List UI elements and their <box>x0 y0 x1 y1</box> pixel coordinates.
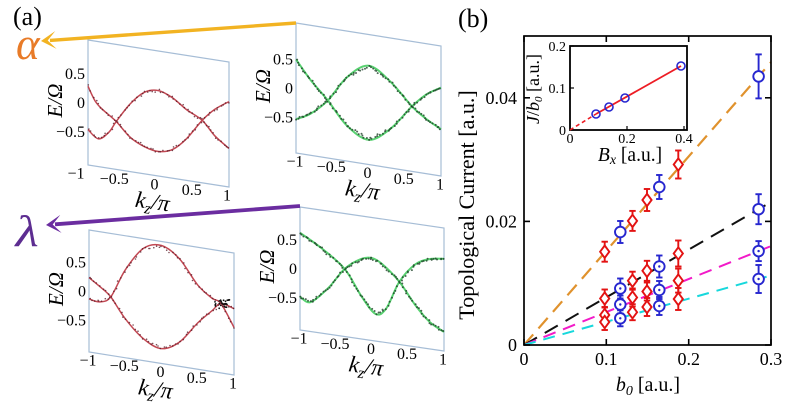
svg-text:0.04: 0.04 <box>486 88 518 108</box>
svg-text:0.5: 0.5 <box>187 370 207 387</box>
svg-text:0.2: 0.2 <box>677 349 700 369</box>
svg-text:1: 1 <box>439 352 447 369</box>
svg-text:E/Ω: E/Ω <box>43 84 67 119</box>
svg-text:0: 0 <box>285 81 293 98</box>
svg-text:b0 [a.u.]: b0 [a.u.] <box>616 374 680 399</box>
svg-text:(b): (b) <box>458 4 488 33</box>
svg-text:1: 1 <box>229 376 237 393</box>
svg-text:0.2: 0.2 <box>618 132 636 147</box>
svg-text:λ: λ <box>13 207 38 256</box>
svg-text:0: 0 <box>559 124 566 139</box>
svg-text:0.5: 0.5 <box>182 182 202 199</box>
svg-text:J/b0 [a.u.]: J/b0 [a.u.] <box>523 54 545 124</box>
svg-text:−1: −1 <box>79 353 96 370</box>
svg-text:0: 0 <box>77 95 85 112</box>
svg-text:−1: −1 <box>67 166 84 183</box>
svg-text:E/Ω: E/Ω <box>255 250 279 285</box>
svg-text:1: 1 <box>223 188 231 205</box>
svg-text:−0.5: −0.5 <box>320 336 349 353</box>
svg-text:0.2: 0.2 <box>549 40 567 55</box>
svg-text:−0.5: −0.5 <box>57 313 86 330</box>
svg-text:−0.5: −0.5 <box>264 110 293 127</box>
svg-text:0: 0 <box>567 132 574 147</box>
svg-text:0.1: 0.1 <box>549 82 567 97</box>
svg-text:−0.5: −0.5 <box>100 171 129 188</box>
svg-text:E/Ω: E/Ω <box>44 272 68 307</box>
svg-text:0: 0 <box>367 341 375 358</box>
svg-text:0.1: 0.1 <box>595 349 618 369</box>
svg-text:0: 0 <box>151 177 159 194</box>
svg-text:0.5: 0.5 <box>277 232 297 249</box>
svg-text:−1: −1 <box>290 331 307 348</box>
svg-text:−0.5: −0.5 <box>56 124 85 141</box>
svg-text:Topological Current [a.u.]: Topological Current [a.u.] <box>454 90 479 319</box>
svg-text:−0.5: −0.5 <box>268 290 297 307</box>
svg-text:0: 0 <box>78 284 86 301</box>
svg-text:−0.5: −0.5 <box>110 358 139 375</box>
svg-text:Bx [a.u.]: Bx [a.u.] <box>598 145 662 168</box>
svg-text:α: α <box>16 19 41 69</box>
svg-text:0.5: 0.5 <box>397 346 417 363</box>
svg-text:0.02: 0.02 <box>486 211 518 231</box>
svg-text:0: 0 <box>157 364 165 381</box>
svg-text:−1: −1 <box>286 154 303 171</box>
svg-text:(a): (a) <box>13 2 42 31</box>
svg-text:0.4: 0.4 <box>675 132 693 147</box>
svg-text:0: 0 <box>508 335 517 355</box>
svg-text:0: 0 <box>520 349 529 369</box>
svg-text:0: 0 <box>364 165 372 182</box>
svg-text:0.5: 0.5 <box>394 171 414 188</box>
svg-text:−0.5: −0.5 <box>317 159 346 176</box>
svg-text:0.5: 0.5 <box>65 66 85 83</box>
svg-text:1: 1 <box>436 177 444 194</box>
svg-text:0.5: 0.5 <box>66 255 86 272</box>
svg-text:0.5: 0.5 <box>273 52 293 69</box>
svg-text:E/Ω: E/Ω <box>251 69 275 104</box>
svg-text:0.3: 0.3 <box>760 349 783 369</box>
svg-text:0: 0 <box>289 261 297 278</box>
